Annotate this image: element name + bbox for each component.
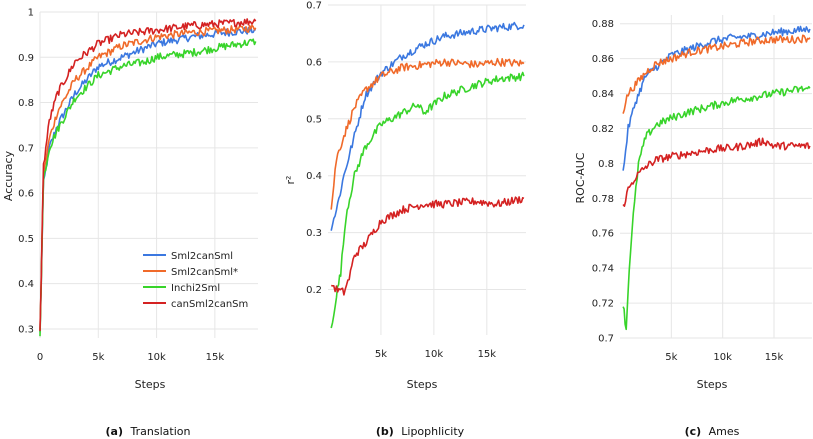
y-tick-label: 0.8 [18, 98, 34, 109]
caption: (b) Lipophlicity [376, 425, 465, 438]
legend: Sml2canSml Sml2canSml* Inchi2Sml canSml2… [143, 251, 248, 310]
y-axis-label: r² [284, 176, 297, 185]
y-tick-label: 0.3 [18, 324, 34, 335]
legend-label: Inchi2Sml [171, 283, 220, 294]
y-tick-label: 0.78 [592, 194, 614, 205]
x-tick-label: 0 [37, 352, 43, 363]
y-tick-label: 0.4 [306, 171, 322, 182]
series-line [330, 71, 525, 329]
y-tick-label: 0.4 [18, 279, 34, 290]
y-tick-label: 0.9 [18, 53, 34, 64]
gridlines [328, 4, 526, 335]
x-axis-label: Steps [407, 378, 438, 391]
gridlines [39, 11, 258, 338]
y-tick-label: 0.76 [592, 229, 614, 240]
x-tick-label: 15k [206, 352, 225, 363]
y-tick-label: 0.5 [306, 114, 322, 125]
series-line [622, 34, 811, 114]
y-tick-label: 1 [28, 8, 34, 19]
panel-lipophilicity: r² Steps (b) Lipophlicity 0.2 0.3 0.4 0.5 0.… [284, 1, 526, 438]
x-tick-label: 10k [147, 352, 166, 363]
y-tick-label: 0.74 [592, 264, 614, 275]
series-line [330, 57, 525, 210]
x-tick-label: 5k [665, 352, 677, 363]
series-line [39, 18, 257, 332]
y-tick-label: 0.7 [598, 334, 614, 345]
legend-label: Sml2canSml [171, 251, 233, 262]
y-tick-label: 0.7 [18, 143, 34, 154]
y-tick-label: 0.86 [592, 54, 614, 65]
x-tick-label: 10k [425, 349, 444, 360]
caption-text: Lipophlicity [401, 425, 464, 438]
y-tick-label: 0.5 [18, 234, 34, 245]
legend-label: canSml2canSm [171, 299, 248, 310]
y-tick-label: 0.6 [18, 189, 34, 200]
y-tick-label: 0.84 [592, 89, 614, 100]
caption-tag: (b) [376, 425, 394, 438]
y-tick-label: 0.8 [598, 159, 614, 170]
caption-tag: (a) [106, 425, 123, 438]
x-tick-label: 15k [765, 352, 784, 363]
panel-translation: Accuracy Steps (a) Translation Sml2canSm… [2, 8, 258, 438]
x-axis-label: Steps [697, 378, 728, 391]
series-line [39, 38, 257, 337]
y-tick-label: 0.3 [306, 228, 322, 239]
x-tick-label: 5k [375, 349, 387, 360]
x-axis-label: Steps [135, 378, 166, 391]
y-tick-label: 0.7 [306, 1, 322, 12]
y-axis-label: ROC-AUC [574, 152, 587, 203]
series-line [622, 137, 811, 207]
y-tick-label: 0.88 [592, 19, 614, 30]
caption-text: Translation [130, 425, 191, 438]
series-line [622, 85, 811, 331]
caption-tag: (c) [685, 425, 702, 438]
caption-text: Ames [709, 425, 740, 438]
series-line [39, 24, 257, 330]
series-line [622, 25, 811, 171]
x-tick-label: 10k [713, 352, 732, 363]
y-tick-label: 0.6 [306, 57, 322, 68]
x-tick-label: 15k [478, 349, 497, 360]
y-tick-label: 0.2 [306, 285, 322, 296]
legend-label: Sml2canSml* [171, 267, 238, 278]
series-line [331, 196, 525, 296]
y-tick-label: 0.72 [592, 299, 614, 310]
x-tick-label: 5k [92, 352, 104, 363]
panel-ames: ROC-AUC Steps (c) Ames 0.7 0.72 0.74 0.76 0.… [574, 15, 812, 438]
series-line [330, 21, 525, 231]
caption: (c) Ames [685, 425, 740, 438]
y-tick-label: 0.82 [592, 124, 614, 135]
caption: (a) Translation [106, 425, 191, 438]
y-axis-label: Accuracy [2, 150, 15, 201]
gridlines [620, 15, 812, 339]
